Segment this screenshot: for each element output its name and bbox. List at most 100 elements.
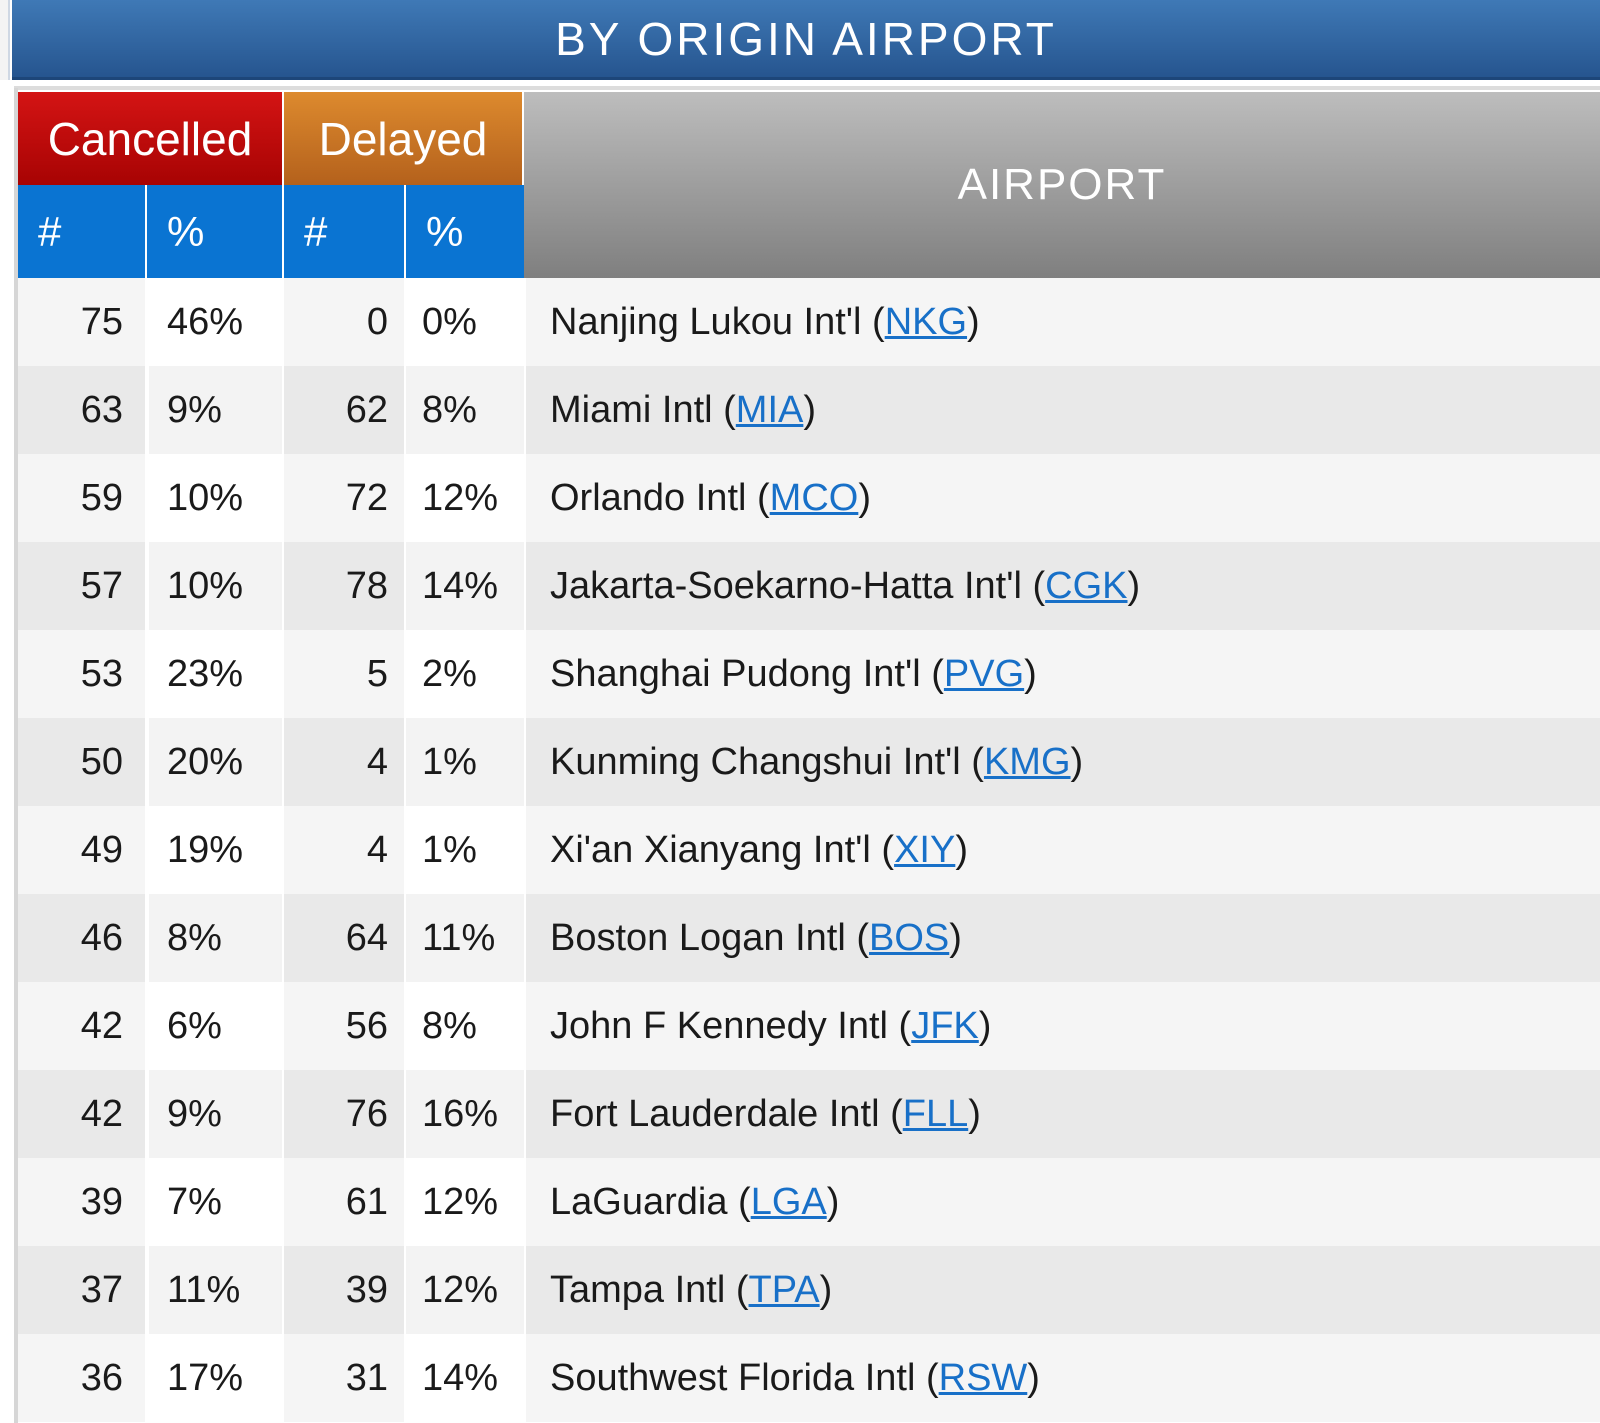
airport-code-link[interactable]: KMG <box>983 740 1071 783</box>
close-paren: ) <box>967 300 980 343</box>
airport-code-link[interactable]: TPA <box>748 1268 820 1311</box>
cancelled-percent: 8% <box>149 894 282 982</box>
open-paren: ( <box>888 1004 912 1047</box>
cancelled-count: 37 <box>18 1246 145 1334</box>
cancelled-count: 59 <box>18 454 145 542</box>
airport-code-link[interactable]: FLL <box>902 1092 969 1135</box>
table-row: 36 17% 31 14% Southwest Florida Intl (RSW) <box>18 1334 1600 1422</box>
airport-code-link[interactable]: CGK <box>1045 564 1128 607</box>
delayed-count: 4 <box>284 718 404 806</box>
close-paren: ) <box>826 1180 840 1223</box>
airport-name: Southwest Florida Intl <box>550 1356 916 1399</box>
airport-code-link[interactable]: RSW <box>938 1356 1028 1399</box>
cancelled-count-header: # <box>18 185 145 278</box>
airport-cell: Kunming Changshui Int'l (KMG) <box>526 718 1600 806</box>
open-paren: ( <box>746 476 770 519</box>
cancelled-header: Cancelled <box>18 92 282 185</box>
delayed-count: 76 <box>284 1070 404 1158</box>
delayed-count: 78 <box>284 542 404 630</box>
open-paren: ( <box>861 300 885 343</box>
open-paren: ( <box>915 1356 939 1399</box>
delayed-percent: 16% <box>406 1070 524 1158</box>
delayed-percent: 2% <box>406 630 524 718</box>
cancelled-percent: 46% <box>149 278 282 366</box>
airport-cell: Fort Lauderdale Intl (FLL) <box>526 1070 1600 1158</box>
cancelled-count: 42 <box>18 1070 145 1158</box>
table-row: 50 20% 4 1% Kunming Changshui Int'l (KMG) <box>18 718 1600 806</box>
close-paren: ) <box>858 476 871 519</box>
table-row: 63 9% 62 8% Miami Intl (MIA) <box>18 366 1600 454</box>
airport-cell: Shanghai Pudong Int'l (PVG) <box>526 630 1600 718</box>
airport-header: AIRPORT <box>524 92 1600 278</box>
table-row: 42 6% 56 8% John F Kennedy Intl (JFK) <box>18 982 1600 1070</box>
page-title: BY ORIGIN AIRPORT <box>12 0 1600 80</box>
open-paren: ( <box>727 1180 751 1223</box>
table-row: 49 19% 4 1% Xi'an Xianyang Int'l (XIY) <box>18 806 1600 894</box>
open-paren: ( <box>960 740 984 783</box>
delayed-count: 62 <box>284 366 404 454</box>
delayed-count: 39 <box>284 1246 404 1334</box>
airport-code-link[interactable]: JFK <box>911 1004 979 1047</box>
airport-name: John F Kennedy Intl <box>550 1004 888 1047</box>
cancelled-count: 75 <box>18 278 145 366</box>
open-paren: ( <box>920 652 944 695</box>
airport-code-link[interactable]: BOS <box>869 916 950 959</box>
delayed-percent: 12% <box>406 1158 524 1246</box>
airport-name: Shanghai Pudong Int'l <box>550 652 921 695</box>
airport-cell: Boston Logan Intl (BOS) <box>526 894 1600 982</box>
cancelled-percent: 7% <box>149 1158 282 1246</box>
open-paren: ( <box>845 916 869 959</box>
airport-name: LaGuardia <box>550 1180 728 1223</box>
airport-cell: Nanjing Lukou Int'l (NKG) <box>526 278 1600 366</box>
delayed-count: 31 <box>284 1334 404 1422</box>
delayed-percent: 1% <box>406 718 524 806</box>
cancelled-percent-header: % <box>147 185 282 278</box>
close-paren: ) <box>978 1004 992 1047</box>
airport-code-link[interactable]: NKG <box>884 300 968 343</box>
airport-table-body: 75 46% 0 0% Nanjing Lukou Int'l (NKG) 63 9% 62 8… <box>18 278 1600 1422</box>
airport-code-link[interactable]: PVG <box>943 652 1025 695</box>
airport-name: Kunming Changshui Int'l <box>550 740 961 783</box>
close-paren: ) <box>1027 1356 1040 1399</box>
delayed-count: 61 <box>284 1158 404 1246</box>
airport-name: Xi'an Xianyang Int'l <box>550 828 871 871</box>
open-paren: ( <box>1021 564 1046 607</box>
close-paren: ) <box>1127 564 1141 607</box>
table-row: 46 8% 64 11% Boston Logan Intl (BOS) <box>18 894 1600 982</box>
close-paren: ) <box>955 828 968 871</box>
delayed-percent: 8% <box>406 982 524 1070</box>
cancelled-count: 53 <box>18 630 145 718</box>
cancelled-percent: 23% <box>149 630 282 718</box>
airport-code-link[interactable]: MCO <box>769 476 859 519</box>
table-row: 57 10% 78 14% Jakarta-Soekarno-Hatta Int'l (… <box>18 542 1600 630</box>
airport-cell: Tampa Intl (TPA) <box>526 1246 1600 1334</box>
table-frame-top <box>14 86 1600 90</box>
airport-code-link[interactable]: MIA <box>735 388 804 431</box>
airport-code-link[interactable]: XIY <box>894 828 956 871</box>
open-paren: ( <box>879 1092 903 1135</box>
airport-cell: LaGuardia (LGA) <box>526 1158 1600 1246</box>
table-row: 42 9% 76 16% Fort Lauderdale Intl (FLL) <box>18 1070 1600 1158</box>
cancelled-count: 63 <box>18 366 145 454</box>
cancelled-percent: 10% <box>149 454 282 542</box>
airport-name: Jakarta-Soekarno-Hatta Int'l <box>550 564 1022 607</box>
table-row: 37 11% 39 12% Tampa Intl (TPA) <box>18 1246 1600 1334</box>
open-paren: ( <box>725 1268 749 1311</box>
title-left-edge <box>0 0 10 80</box>
cancelled-percent: 6% <box>149 982 282 1070</box>
delayed-percent: 12% <box>406 454 524 542</box>
cancelled-percent: 9% <box>149 1070 282 1158</box>
open-paren: ( <box>870 828 895 871</box>
airport-name: Nanjing Lukou Int'l <box>550 300 862 343</box>
airport-code-link[interactable]: LGA <box>750 1180 827 1223</box>
cancelled-count: 42 <box>18 982 145 1070</box>
delayed-count: 0 <box>284 278 404 366</box>
cancelled-count: 39 <box>18 1158 145 1246</box>
delayed-percent: 14% <box>406 542 524 630</box>
delayed-count: 5 <box>284 630 404 718</box>
cancelled-percent: 20% <box>149 718 282 806</box>
delayed-percent: 14% <box>406 1334 524 1422</box>
cancelled-percent: 17% <box>149 1334 282 1422</box>
delayed-count: 64 <box>284 894 404 982</box>
delayed-count: 72 <box>284 454 404 542</box>
